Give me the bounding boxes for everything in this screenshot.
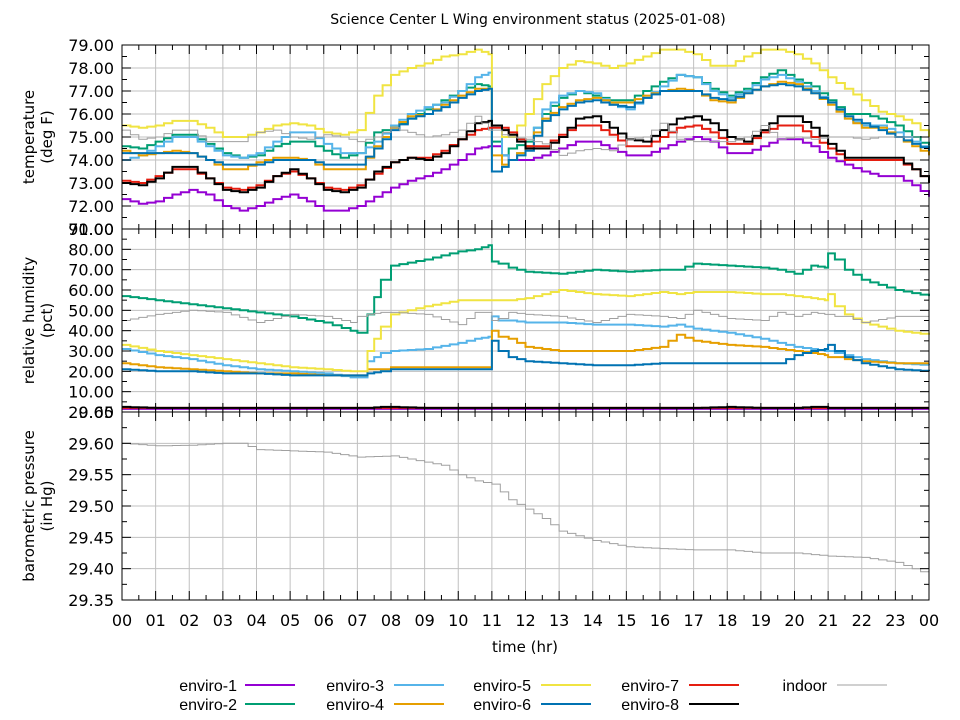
legend: enviro-1 enviro-2 enviro-3 enviro-4 enviro-5…: [179, 678, 887, 714]
x-axis-title: time (hr): [492, 638, 558, 656]
legend-label: indoor: [783, 678, 828, 695]
legend-item-enviro-8: enviro-8: [621, 697, 739, 714]
legend-label: enviro-5: [473, 678, 531, 695]
x-tick-label: 11: [482, 611, 502, 630]
y-tick-label: 0.00: [78, 403, 114, 422]
x-tick-label: 18: [717, 611, 737, 630]
x-tick-label: 15: [616, 611, 636, 630]
x-tick-label: 20: [784, 611, 804, 630]
y-tick-label: 29.50: [68, 497, 114, 516]
y-tick-label: 29.55: [68, 466, 114, 485]
series-line-indoor: [122, 309, 929, 326]
y-tick-label: 75.00: [68, 128, 114, 147]
y-tick-label: 72.00: [68, 197, 114, 216]
x-tick-label: 16: [650, 611, 670, 630]
legend-item-indoor: indoor: [783, 678, 887, 695]
x-tick-label: 00: [919, 611, 939, 630]
x-tick-label: 10: [448, 611, 468, 630]
y-tick-label: 60.00: [68, 281, 114, 300]
series-line-enviro-8: [122, 405, 929, 409]
panel-temperature: 79.00 78.00 77.00 76.00 75.00 74.00 73.00 72.00…: [20, 36, 930, 239]
series-line-indoor: [122, 442, 930, 575]
y-tick-label: 29.40: [68, 560, 114, 579]
y-tick-label: 30.00: [68, 342, 114, 361]
y-tick-label: 70.00: [68, 261, 114, 280]
legend-item-enviro-2: enviro-2: [179, 697, 295, 714]
legend-item-enviro-5: enviro-5: [473, 678, 591, 695]
y-tick-label: 29.45: [68, 528, 114, 547]
x-tick-label: 21: [818, 611, 838, 630]
x-tick-label: 08: [381, 611, 401, 630]
panel-pressure: 29.65 29.60 29.55 29.50 29.45 29.40 29.35 barom…: [20, 403, 930, 610]
y-axis-title: temperature: [20, 90, 38, 184]
x-tick-label: 04: [246, 611, 266, 630]
y-tick-label: 74.00: [68, 151, 114, 170]
x-tick-label: 03: [213, 611, 233, 630]
y-tick-label: 29.35: [68, 591, 114, 610]
y-tick-label: 20.00: [68, 362, 114, 381]
y-tick-label: 76.00: [68, 105, 114, 124]
y-axis-unit: (in Hg): [38, 481, 56, 532]
series-line-enviro-4: [122, 80, 930, 171]
y-tick-label: 40.00: [68, 322, 114, 341]
y-tick-label: 29.65: [68, 403, 114, 422]
y-tick-label: 73.00: [68, 174, 114, 193]
legend-label: enviro-7: [621, 678, 679, 695]
y-axis-unit: (deg F): [38, 110, 56, 163]
x-tick-label: 06: [314, 611, 334, 630]
x-tick-label: 22: [852, 611, 872, 630]
x-tick-label: 00: [112, 611, 132, 630]
legend-label: enviro-1: [179, 678, 237, 695]
x-tick-label: 01: [145, 611, 165, 630]
x-tick-label: 09: [414, 611, 434, 630]
y-axis-title: relative humidity: [20, 257, 38, 385]
series-line-enviro-5: [122, 289, 930, 373]
series-line-enviro-2: [122, 244, 930, 334]
chart-title: Science Center L Wing environment status…: [330, 12, 726, 28]
x-tick-label: 23: [885, 611, 905, 630]
series-line-enviro-6: [122, 339, 930, 377]
series-line-enviro-3: [122, 315, 930, 379]
y-axis-title: barometric pressure: [20, 430, 38, 582]
y-tick-label: 71.00: [68, 220, 114, 239]
y-tick-label: 10.00: [68, 383, 114, 402]
y-tick-label: 80.00: [68, 240, 114, 259]
y-tick-label: 90.00: [68, 220, 114, 239]
y-tick-label: 77.00: [68, 82, 114, 101]
legend-item-enviro-7: enviro-7: [621, 678, 739, 695]
legend-label: enviro-4: [326, 697, 384, 714]
x-tick-label: 13: [549, 611, 569, 630]
panels-layer: 79.00 78.00 77.00 76.00 75.00 74.00 73.00 72.00…: [20, 36, 939, 630]
series-line-indoor: [122, 115, 929, 156]
x-tick-label: 02: [179, 611, 199, 630]
series-line-enviro-5: [122, 48, 930, 138]
x-tick-label: 12: [515, 611, 535, 630]
series-line-enviro-6: [122, 83, 930, 173]
x-tick-label: 05: [280, 611, 300, 630]
legend-item-enviro-6: enviro-6: [473, 697, 591, 714]
x-tick-label: 17: [683, 611, 703, 630]
x-tick-label: 14: [583, 611, 603, 630]
x-tick-label: 07: [347, 611, 367, 630]
x-tick-label: 19: [751, 611, 771, 630]
y-tick-label: 50.00: [68, 301, 114, 320]
legend-label: enviro-8: [621, 697, 679, 714]
y-tick-label: 78.00: [68, 59, 114, 78]
y-tick-label: 79.00: [68, 36, 114, 55]
legend-label: enviro-6: [473, 697, 531, 714]
legend-item-enviro-4: enviro-4: [326, 697, 444, 714]
legend-label: enviro-2: [179, 697, 237, 714]
legend-label: enviro-3: [326, 678, 384, 695]
legend-item-enviro-1: enviro-1: [179, 678, 295, 695]
legend-item-enviro-3: enviro-3: [326, 678, 444, 695]
y-axis-unit: (pct): [38, 303, 56, 338]
y-tick-label: 29.60: [68, 434, 114, 453]
